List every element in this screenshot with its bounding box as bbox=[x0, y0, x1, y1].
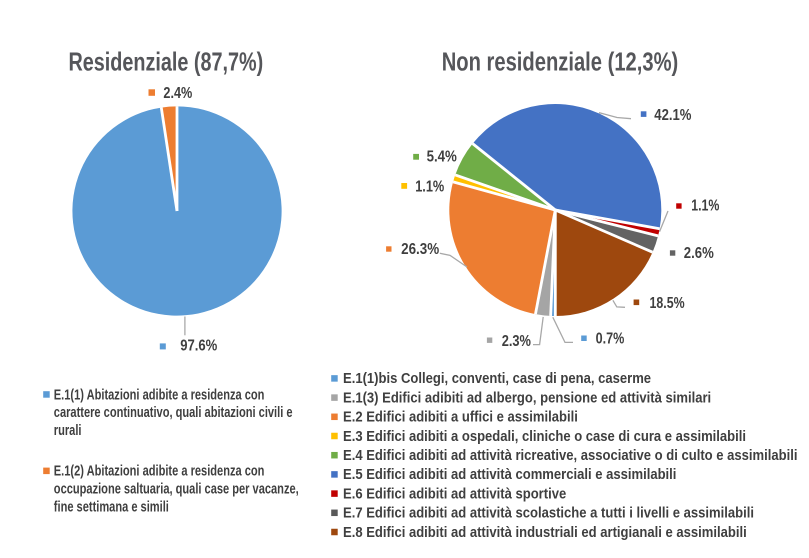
svg-text:E.2 Edifici adibiti a uffici e: E.2 Edifici adibiti a uffici e assimilab… bbox=[343, 409, 578, 425]
svg-text:E.5 Edifici adibiti ad attivit: E.5 Edifici adibiti ad attività commerci… bbox=[343, 467, 676, 483]
svg-text:rurali: rurali bbox=[54, 422, 82, 439]
svg-text:2.3%: 2.3% bbox=[502, 333, 532, 350]
svg-text:fine settimana e simili: fine settimana e simili bbox=[54, 498, 169, 515]
svg-text:E.3 Edifici adibiti a ospedali: E.3 Edifici adibiti a ospedali, cliniche… bbox=[343, 428, 746, 444]
svg-text:E.1(1) Abitazioni adibite a re: E.1(1) Abitazioni adibite a residenza co… bbox=[54, 386, 265, 403]
svg-text:97.6%: 97.6% bbox=[180, 338, 217, 355]
svg-text:E.1(2) Abitazioni adibite a re: E.1(2) Abitazioni adibite a residenza co… bbox=[54, 462, 265, 479]
svg-text:2.6%: 2.6% bbox=[684, 245, 714, 262]
svg-text:2.4%: 2.4% bbox=[163, 84, 192, 102]
svg-text:Non residenziale (12,3%): Non residenziale (12,3%) bbox=[442, 47, 679, 76]
svg-text:E.7 Edifici adibiti ad attivit: E.7 Edifici adibiti ad attività scolasti… bbox=[343, 505, 754, 521]
svg-text:E.4 Edifici adibiti ad attivit: E.4 Edifici adibiti ad attività ricreati… bbox=[343, 447, 797, 463]
svg-text:42.1%: 42.1% bbox=[654, 107, 691, 124]
svg-text:1.1%: 1.1% bbox=[691, 196, 720, 214]
svg-text:E.8 Edifici adibiti ad attivit: E.8 Edifici adibiti ad attività industri… bbox=[343, 524, 747, 540]
svg-text:5.4%: 5.4% bbox=[427, 149, 457, 166]
svg-text:Residenziale (87,7%): Residenziale (87,7%) bbox=[69, 47, 264, 76]
svg-text:1.1%: 1.1% bbox=[415, 178, 444, 195]
svg-text:occupazione saltuaria, quali c: occupazione saltuaria, quali case per va… bbox=[54, 480, 299, 497]
svg-text:18.5%: 18.5% bbox=[650, 294, 686, 312]
svg-text:carattere continuativo, quali: carattere continuativo, quali abitazioni… bbox=[54, 404, 293, 421]
svg-text:E.1(3) Edifici adibiti ad albe: E.1(3) Edifici adibiti ad albergo, pensi… bbox=[343, 390, 711, 406]
svg-text:0.7%: 0.7% bbox=[596, 329, 625, 347]
svg-text:26.3%: 26.3% bbox=[401, 241, 439, 258]
svg-text:E.1(1)bis Collegi, conventi, c: E.1(1)bis Collegi, conventi, case di pen… bbox=[343, 371, 651, 387]
svg-text:E.6 Edifici adibiti ad attivit: E.6 Edifici adibiti ad attività sportive bbox=[343, 486, 567, 502]
